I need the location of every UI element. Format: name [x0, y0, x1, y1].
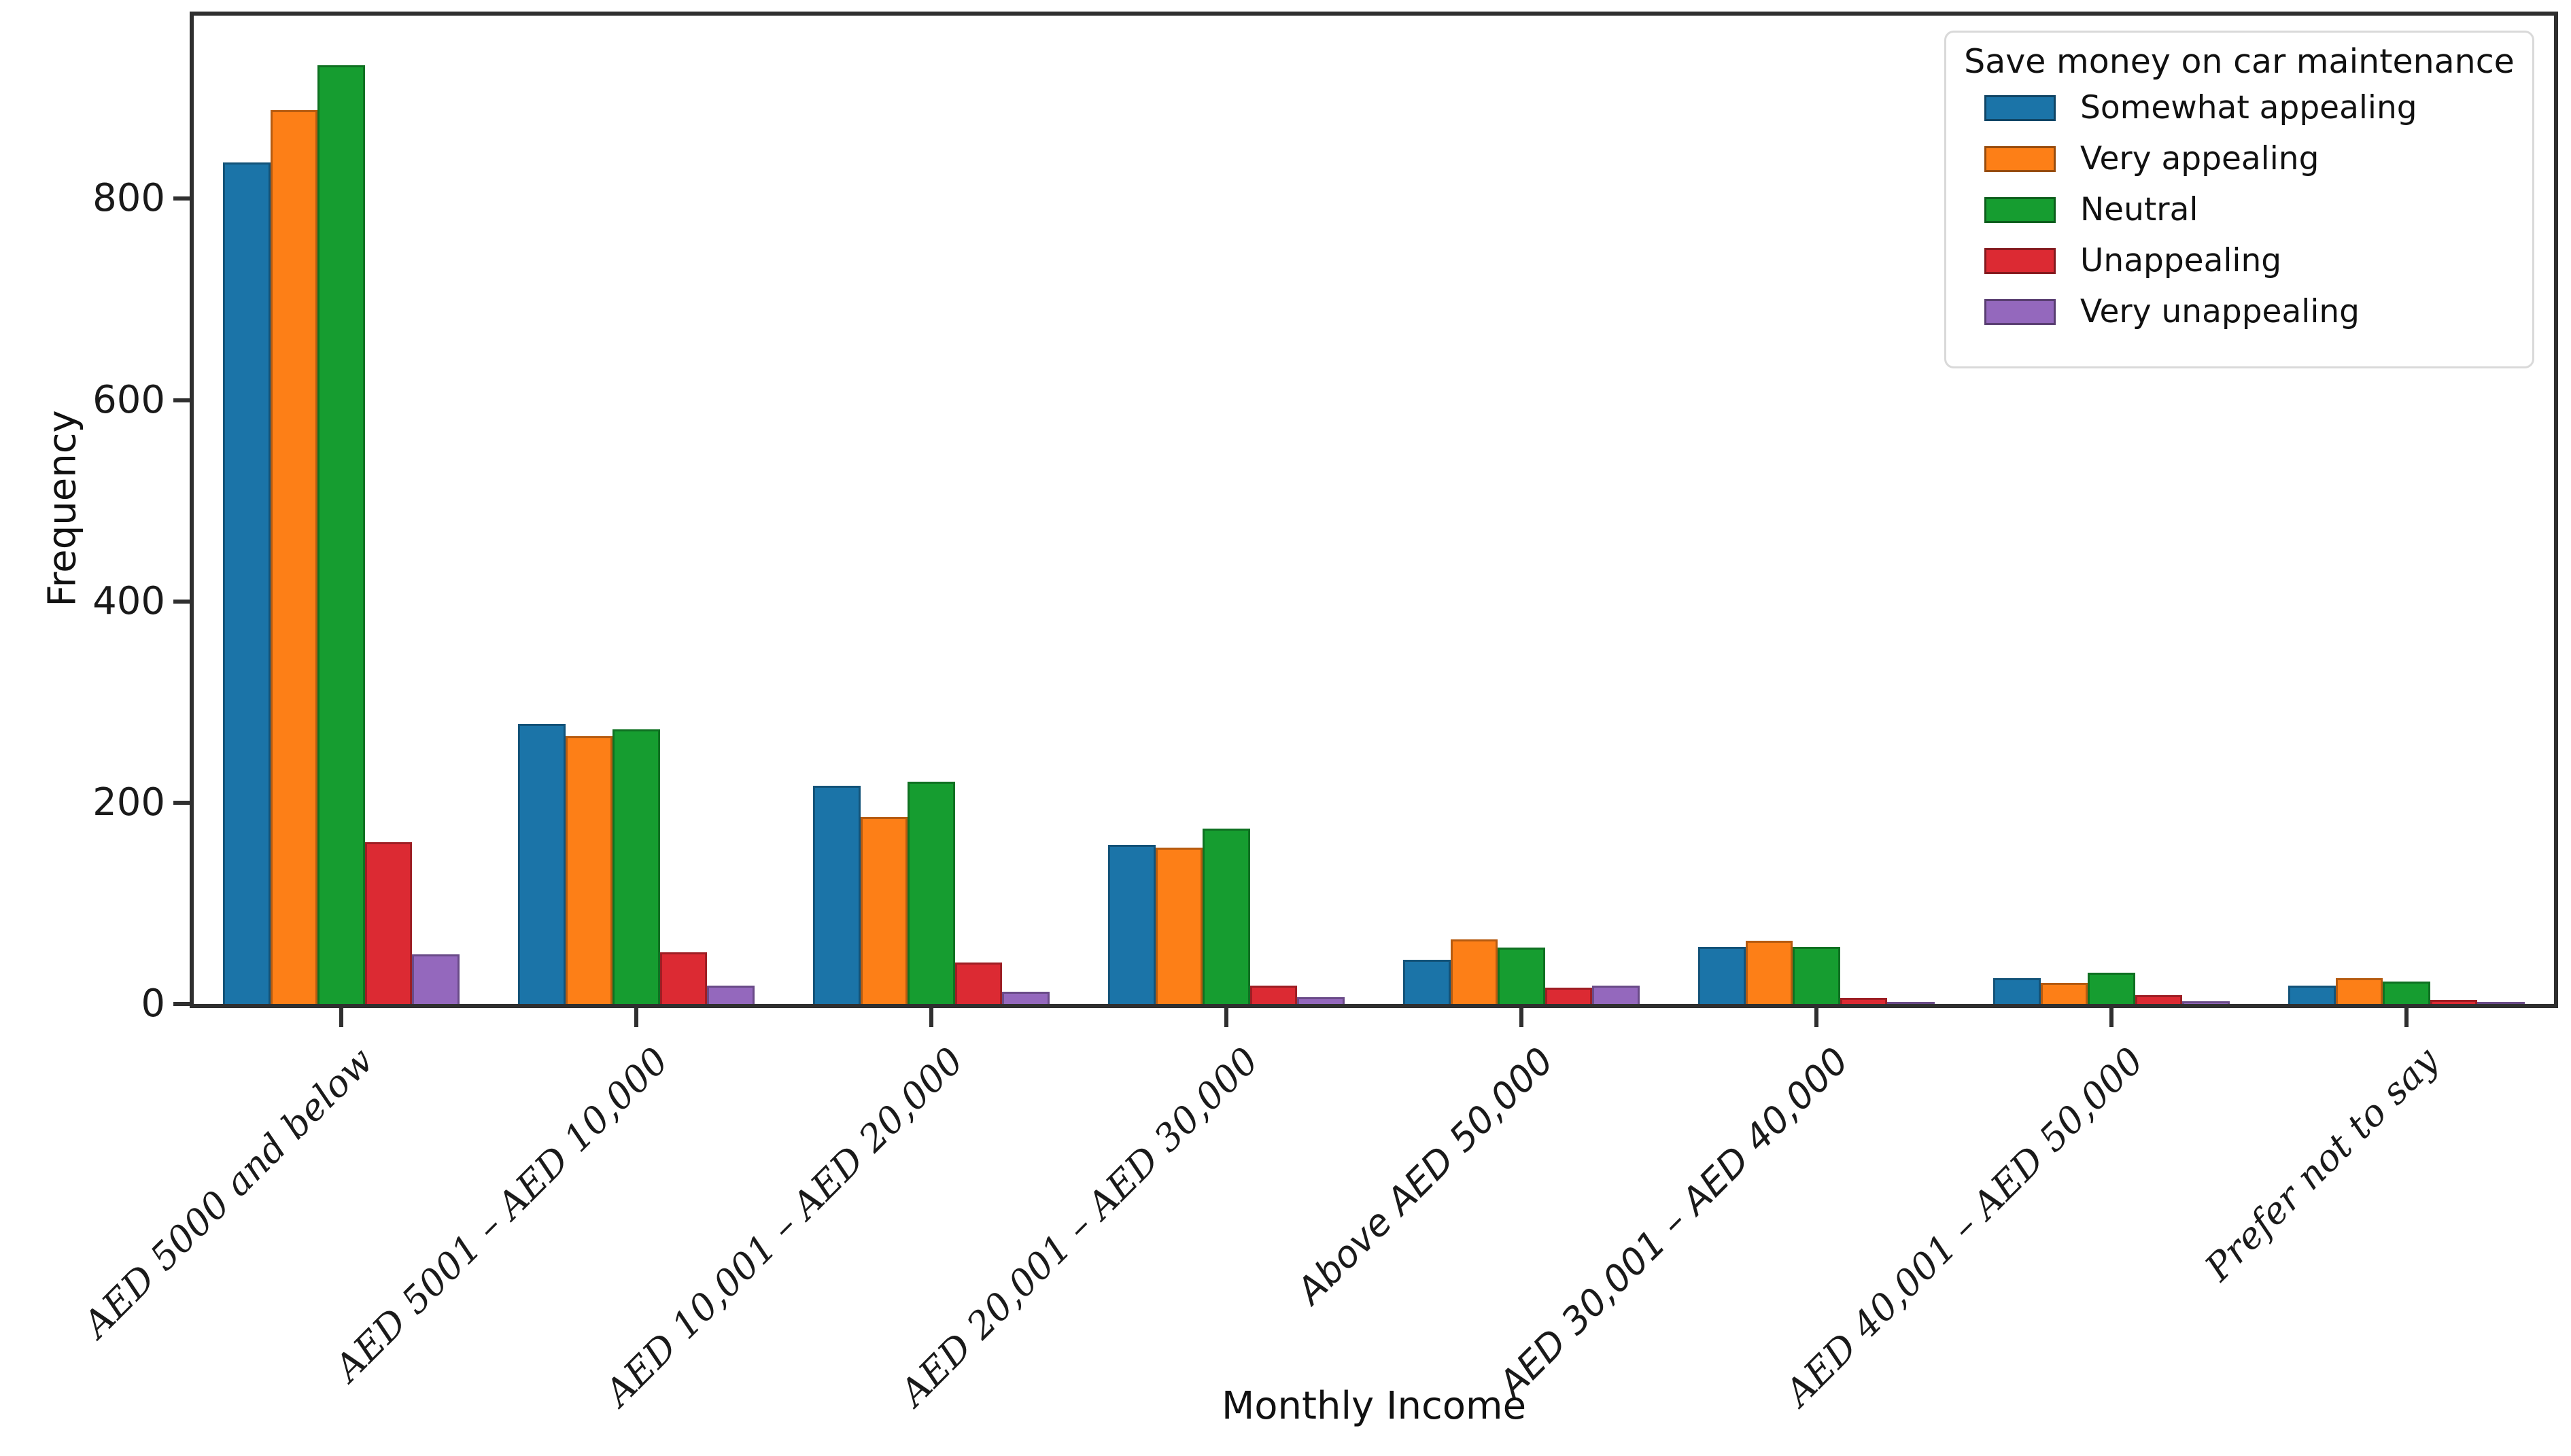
- bar: [1203, 829, 1250, 1004]
- y-tick-mark: [173, 599, 194, 604]
- x-axis-label: Monthly Income: [1221, 1384, 1527, 1428]
- y-tick-label: 600: [92, 377, 165, 422]
- bar-group: [489, 16, 784, 1004]
- bar: [1450, 939, 1498, 1004]
- bar: [1403, 960, 1451, 1004]
- bar-group: [194, 16, 489, 1004]
- y-tick-mark: [173, 800, 194, 805]
- bar-group: [1669, 16, 1964, 1004]
- bar: [2288, 986, 2336, 1004]
- bars-layer: [194, 16, 2554, 1004]
- bar: [659, 952, 708, 1004]
- bar: [1698, 947, 1746, 1004]
- x-tick-mark: [634, 1008, 638, 1027]
- bar: [2135, 995, 2183, 1004]
- legend-swatch: [1984, 94, 2056, 121]
- bar: [2088, 973, 2135, 1004]
- bar: [2040, 983, 2088, 1004]
- bar: [1887, 1002, 1935, 1004]
- legend-row: Very appealing: [1984, 143, 2532, 175]
- bar: [954, 963, 1003, 1004]
- legend-label: Very appealing: [2080, 140, 2319, 177]
- x-tick-mark: [1224, 1008, 1228, 1027]
- bar-cluster: [1403, 16, 1640, 1004]
- bar-cluster: [1698, 16, 1935, 1004]
- bar: [1993, 978, 2041, 1004]
- bar: [2182, 1001, 2230, 1004]
- legend-swatch: [1984, 145, 2056, 172]
- y-tick-label: 800: [92, 176, 165, 221]
- bar: [565, 736, 613, 1004]
- bar-group: [784, 16, 1079, 1004]
- legend-rows: Somewhat appealing Very appealing Neutral U…: [1946, 92, 2532, 328]
- bar: [1108, 845, 1156, 1004]
- legend-swatch: [1984, 196, 2056, 223]
- bar: [1745, 941, 1793, 1004]
- bar: [270, 110, 318, 1004]
- bar: [612, 729, 660, 1004]
- legend-label: Somewhat appealing: [2080, 89, 2417, 126]
- bar: [1249, 986, 1298, 1004]
- legend-label: Unappealing: [2080, 242, 2282, 279]
- legend-row: Very unappealing: [1984, 296, 2532, 328]
- bar-cluster: [1993, 16, 2230, 1004]
- bar: [317, 65, 365, 1004]
- y-tick-mark: [173, 398, 194, 402]
- bar: [1545, 988, 1593, 1004]
- bar: [364, 842, 413, 1004]
- x-tick-mark: [1519, 1008, 1523, 1027]
- bar-group: [2259, 16, 2554, 1004]
- bar-group: [1079, 16, 1374, 1004]
- legend: Save money on car maintenance Somewhat a…: [1944, 31, 2534, 368]
- bar: [2477, 1002, 2525, 1004]
- bar-group: [1374, 16, 1669, 1004]
- x-tick-mark: [929, 1008, 933, 1027]
- y-tick-mark: [173, 1002, 194, 1006]
- x-tick-mark: [1814, 1008, 1818, 1027]
- bar-cluster: [1108, 16, 1345, 1004]
- legend-swatch: [1984, 247, 2056, 274]
- bar-cluster: [2288, 16, 2525, 1004]
- x-tick-mark: [339, 1008, 343, 1027]
- bar-cluster: [518, 16, 755, 1004]
- legend-label: Neutral: [2080, 191, 2198, 228]
- legend-row: Neutral: [1984, 194, 2532, 226]
- bar-group: [1964, 16, 2259, 1004]
- y-tick-label: 200: [92, 780, 165, 825]
- bar: [2383, 982, 2430, 1004]
- bar: [707, 986, 755, 1004]
- bar: [223, 162, 271, 1004]
- bar: [1840, 998, 1888, 1004]
- bar: [813, 786, 861, 1004]
- bar: [1002, 992, 1050, 1004]
- bar: [908, 782, 955, 1004]
- legend-label: Very unappealing: [2080, 293, 2360, 330]
- bar: [2335, 978, 2383, 1004]
- legend-title: Save money on car maintenance: [1964, 42, 2515, 81]
- y-tick-label: 0: [141, 982, 165, 1026]
- bar: [412, 954, 460, 1004]
- bar: [860, 817, 908, 1004]
- bar: [1155, 848, 1203, 1004]
- y-tick-mark: [173, 196, 194, 201]
- bar-cluster: [813, 16, 1050, 1004]
- bar: [2430, 1000, 2478, 1004]
- legend-row: Somewhat appealing: [1984, 92, 2532, 124]
- x-tick-mark: [2404, 1008, 2409, 1027]
- bar: [1592, 986, 1640, 1004]
- bar: [518, 724, 566, 1004]
- bar: [1498, 948, 1545, 1004]
- legend-row: Unappealing: [1984, 245, 2532, 277]
- y-tick-label: 400: [92, 578, 165, 623]
- y-axis-label: Frequency: [40, 410, 85, 607]
- bar-cluster: [223, 16, 460, 1004]
- x-tick-mark: [2109, 1008, 2113, 1027]
- legend-swatch: [1984, 298, 2056, 325]
- bar: [1793, 947, 1840, 1004]
- bar: [1297, 997, 1345, 1004]
